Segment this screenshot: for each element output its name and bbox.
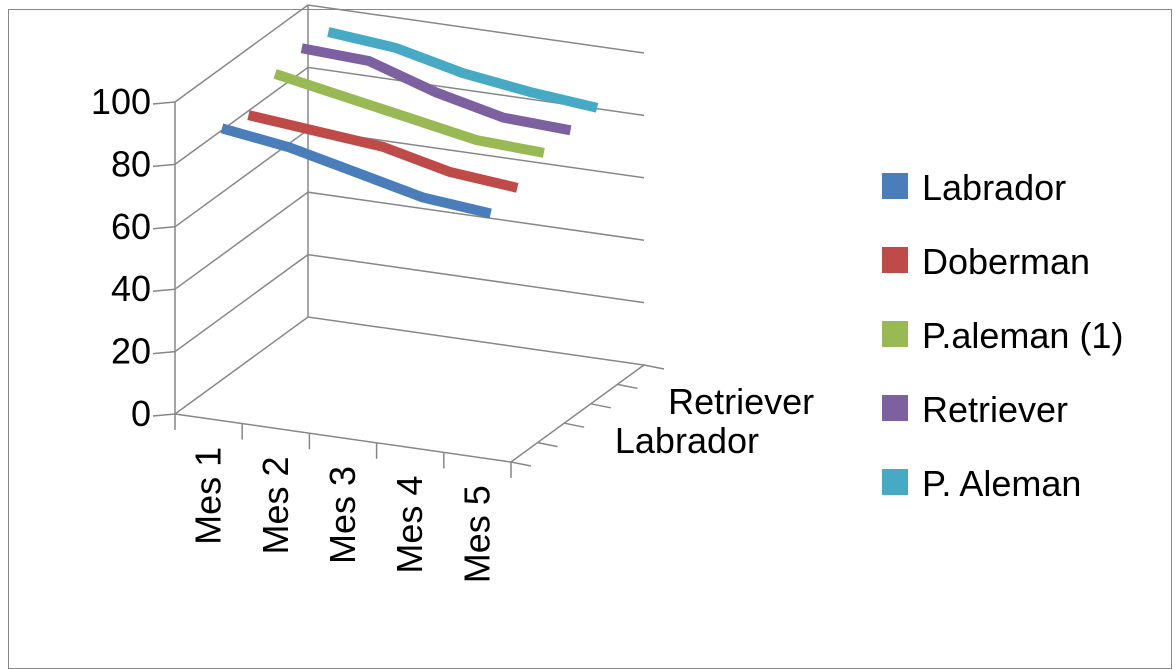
gridline (175, 130, 644, 227)
chart-svg: 100 80 60 40 20 0 Mes 1 Mes 2 Mes 3 Mes 4 Mes 5 L… (0, 0, 1175, 652)
floor-axes (175, 365, 644, 462)
depth-tick-mark (591, 404, 611, 408)
legend-swatch (882, 247, 908, 273)
x-tick-labels: Mes 1 Mes 2 Mes 3 Mes 4 Mes 5 (175, 414, 511, 583)
legend-swatch (882, 321, 908, 347)
legend-label: P. Aleman (922, 463, 1081, 504)
x-tick-label: Mes 5 (456, 485, 497, 583)
legend-label: Doberman (922, 241, 1090, 282)
depth-tick-mark (644, 365, 664, 369)
depth-tick-mark (564, 423, 584, 427)
depth-tick-mark (538, 443, 558, 447)
x-tick-label: Mes 2 (255, 456, 296, 554)
x-tick-label: Mes 1 (188, 447, 229, 545)
y-tick-label: 40 (111, 268, 151, 309)
gridline (175, 192, 644, 289)
depth-tick-label: Retriever (668, 381, 814, 422)
y-tick-mark (153, 102, 175, 104)
y-tick-mark (153, 227, 175, 229)
x-tick-label: Mes 3 (322, 466, 363, 564)
y-tick-labels: 100 80 60 40 20 0 (91, 81, 175, 434)
depth-tick-mark (617, 384, 637, 388)
series-line (328, 32, 597, 108)
y-tick-mark (153, 414, 175, 416)
y-tick-label: 20 (111, 331, 151, 372)
depth-tick-label: Labrador (615, 420, 759, 461)
y-tick-mark (153, 289, 175, 291)
y-tick-mark (153, 352, 175, 354)
y-tick-label: 60 (111, 206, 151, 247)
legend: Labrador Doberman P.aleman (1) Retriever P. … (882, 167, 1123, 504)
y-tick-label: 100 (91, 81, 151, 122)
legend-swatch (882, 469, 908, 495)
y-tick-label: 80 (111, 143, 151, 184)
chart-walls (175, 5, 644, 462)
legend-label: Labrador (922, 167, 1066, 208)
gridline (175, 255, 644, 352)
legend-swatch (882, 173, 908, 199)
y-tick-label: 0 (131, 393, 151, 434)
legend-label: Retriever (922, 389, 1068, 430)
gridline (175, 317, 644, 414)
x-tick-label: Mes 4 (389, 476, 430, 574)
y-tick-mark (153, 164, 175, 166)
legend-swatch (882, 395, 908, 421)
legend-label: P.aleman (1) (922, 315, 1123, 356)
depth-tick-mark (511, 462, 531, 466)
series-layer (222, 32, 597, 214)
